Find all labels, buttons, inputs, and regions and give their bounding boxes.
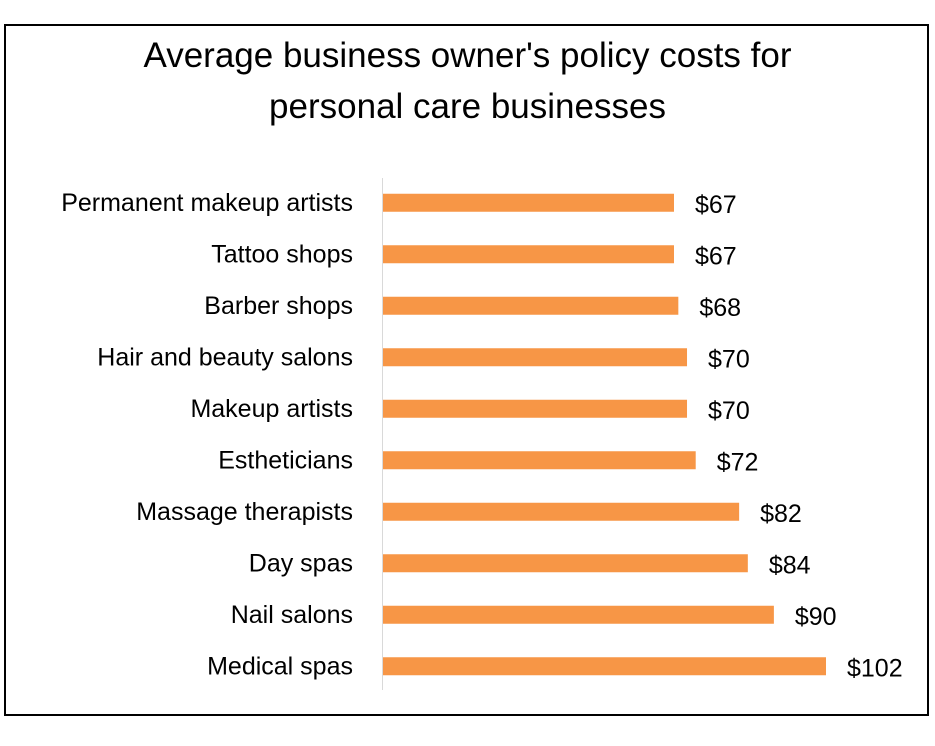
data-label-permanent-makeup-artists: $67	[695, 191, 737, 219]
category-label-barber-shops: Barber shops	[204, 292, 353, 320]
bar-estheticians	[383, 451, 696, 470]
data-label-massage-therapists: $82	[760, 500, 802, 528]
data-label-hair-and-beauty-salons: $70	[708, 345, 750, 373]
bar-massage-therapists	[383, 502, 740, 521]
bars	[383, 193, 826, 676]
data-label-estheticians: $72	[717, 448, 759, 476]
data-label-tattoo-shops: $67	[695, 242, 737, 270]
category-label-nail-salons: Nail salons	[231, 601, 353, 629]
data-label-day-spas: $84	[769, 551, 811, 579]
data-label-nail-salons: $90	[795, 603, 837, 631]
category-label-day-spas: Day spas	[249, 549, 353, 577]
bar-barber-shops	[383, 296, 679, 315]
category-label-tattoo-shops: Tattoo shops	[211, 240, 353, 268]
category-labels: Permanent makeup artists Tattoo shops Barb…	[61, 189, 353, 681]
bar-nail-salons	[383, 605, 774, 624]
category-label-estheticians: Estheticians	[218, 446, 353, 474]
chart-title-line-2: personal care businesses	[269, 87, 666, 126]
category-label-massage-therapists: Massage therapists	[136, 498, 353, 526]
bar-medical-spas	[383, 657, 826, 676]
data-label-makeup-artists: $70	[708, 397, 750, 425]
category-label-makeup-artists: Makeup artists	[190, 395, 353, 423]
category-label-medical-spas: Medical spas	[207, 652, 353, 680]
chart-title-line-1: Average business owner's policy costs fo…	[143, 36, 792, 75]
bar-tattoo-shops	[383, 245, 674, 264]
chart-title: Average business owner's policy costs fo…	[0, 30, 935, 132]
data-label-medical-spas: $102	[847, 654, 903, 682]
bar-hair-and-beauty-salons	[383, 348, 688, 367]
bar-makeup-artists	[383, 399, 688, 418]
data-label-barber-shops: $68	[699, 294, 741, 322]
chart-frame	[4, 24, 929, 716]
category-label-permanent-makeup-artists: Permanent makeup artists	[61, 189, 353, 217]
bar-day-spas	[383, 554, 748, 573]
category-label-hair-and-beauty-salons: Hair and beauty salons	[97, 343, 353, 371]
data-labels: $67 $67 $68 $70 $70 $72$82 $84 $90 $102	[695, 191, 903, 683]
bar-permanent-makeup-artists	[383, 193, 674, 212]
